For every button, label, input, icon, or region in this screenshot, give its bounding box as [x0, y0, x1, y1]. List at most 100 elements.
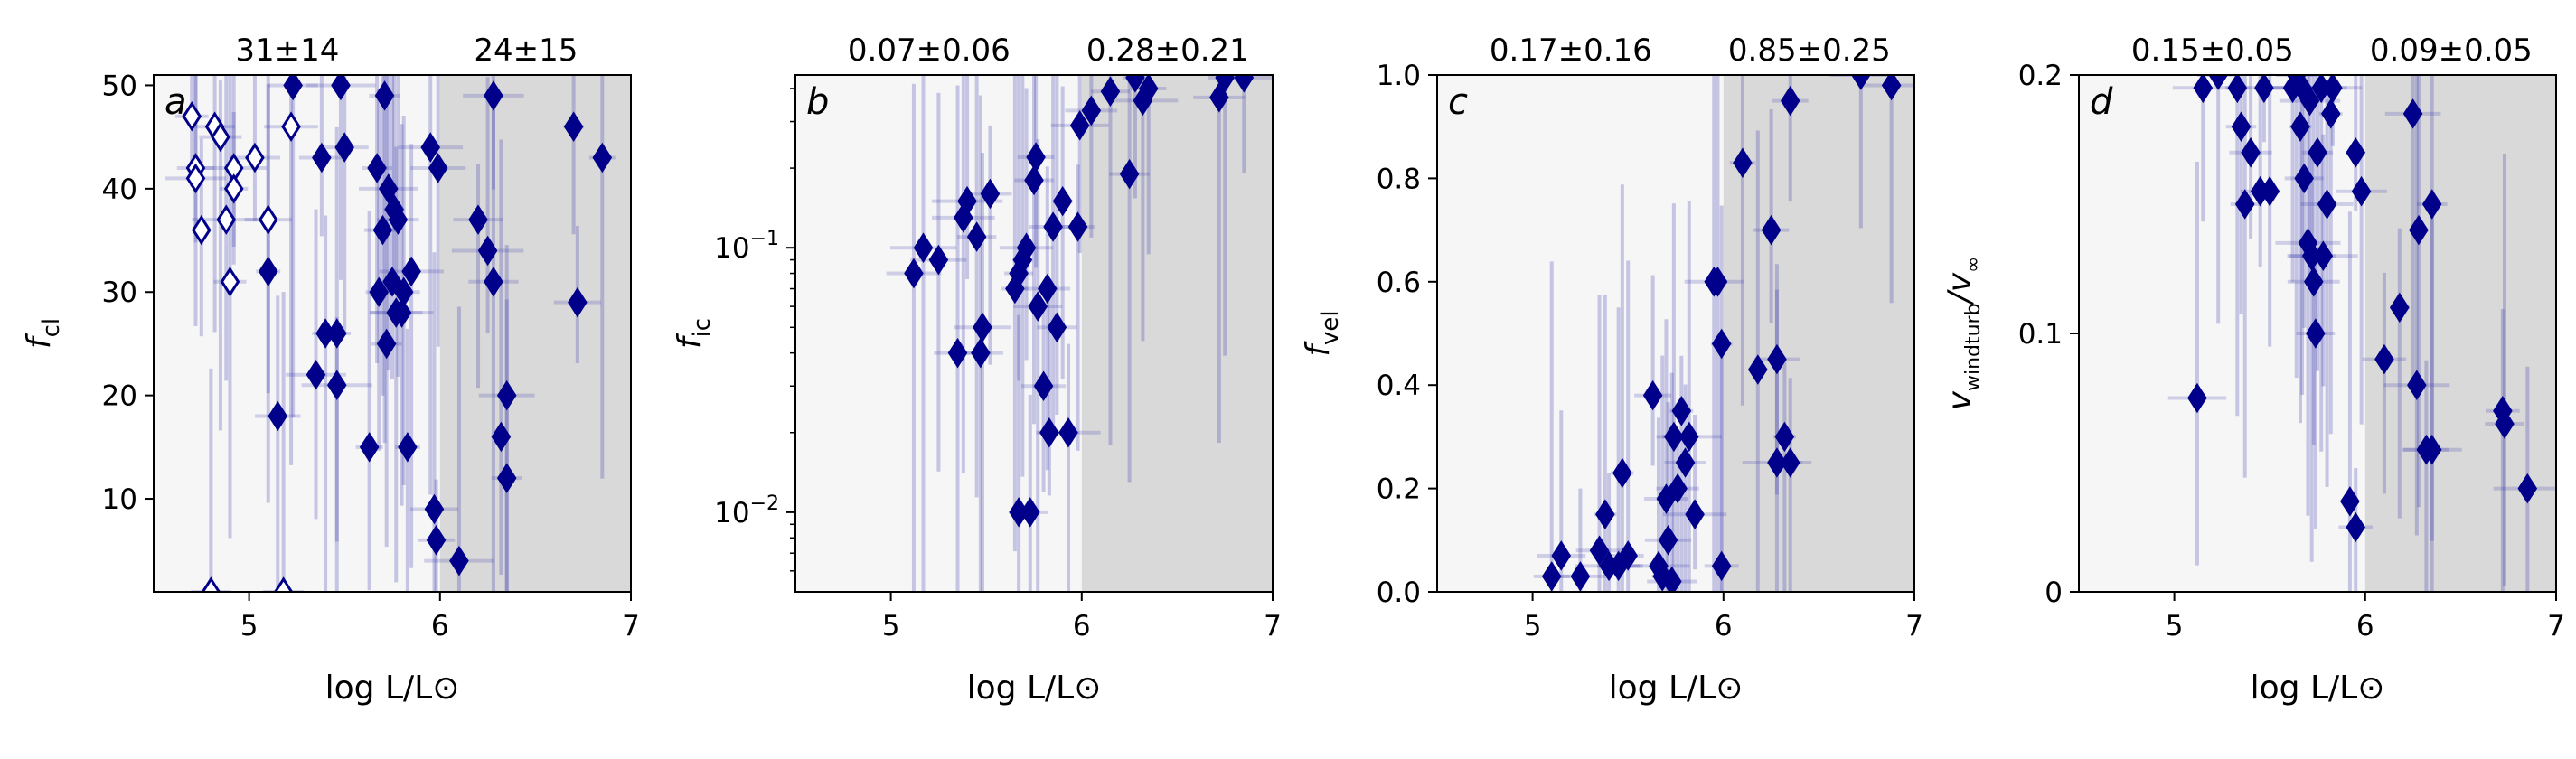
filled-diamond-point	[388, 204, 409, 235]
filled-diamond-point	[391, 297, 412, 328]
filled-diamond-point	[904, 258, 924, 289]
filled-diamond-point	[1028, 291, 1048, 322]
filled-diamond-point	[2241, 137, 2261, 168]
shade-high-luminosity	[2364, 75, 2556, 592]
panel-b: 5 6 7 10−2 10−1 0.07±0.06 0.28±0.21 b log L/L⊙ fi…	[672, 33, 1282, 707]
filled-diamond-point	[1707, 267, 1728, 297]
filled-diamond-point	[491, 421, 512, 453]
filled-diamond-point	[1881, 75, 1902, 101]
filled-diamond-point	[1541, 561, 1562, 592]
filled-diamond-point	[1047, 312, 1067, 343]
filled-diamond-point	[496, 463, 517, 493]
filled-diamond-point	[382, 267, 402, 297]
x-axis-label: log L/L⊙	[325, 670, 460, 707]
filled-diamond-point	[1642, 380, 1663, 411]
filled-diamond-point	[2351, 175, 2372, 207]
open-diamond-point	[192, 214, 212, 246]
filled-diamond-point	[2303, 267, 2324, 297]
x-tick-label: 6	[431, 610, 449, 642]
y-tick-label: 40	[102, 173, 137, 206]
panel-letter: b	[806, 81, 829, 123]
panel-letter: a	[165, 81, 187, 123]
filled-diamond-point	[1058, 417, 1078, 448]
mean-label-high: 0.28±0.21	[1086, 33, 1249, 69]
y-tick-label: 0.2	[1377, 473, 1421, 506]
data-layer	[165, 75, 616, 592]
filled-diamond-point	[449, 545, 469, 576]
y-tick-label: 0.8	[1377, 163, 1421, 195]
filled-diamond-point	[1234, 75, 1255, 93]
open-diamond-point	[245, 142, 265, 173]
filled-diamond-point	[1033, 370, 1054, 402]
filled-diamond-point	[1671, 396, 1692, 426]
filled-diamond-point	[1656, 483, 1677, 514]
filled-diamond-point	[477, 235, 498, 267]
filled-diamond-point	[1774, 421, 1795, 453]
shade-low-luminosity	[154, 75, 440, 592]
filled-diamond-point	[372, 214, 393, 246]
x-tick-label: 5	[2166, 610, 2184, 642]
filled-diamond-point	[1780, 447, 1800, 478]
y-tick-label: 30	[102, 276, 137, 309]
mean-label-low: 0.15±0.05	[2131, 33, 2294, 69]
axes-frame	[794, 74, 1274, 593]
y-tick-label: 10−2	[714, 492, 779, 529]
filled-diamond-point	[468, 204, 488, 235]
filled-diamond-point	[312, 142, 332, 173]
filled-diamond-point	[374, 80, 395, 111]
filled-diamond-point	[2390, 292, 2410, 323]
y-tick-label: 50	[102, 70, 137, 102]
mean-label-low: 31±14	[235, 33, 339, 69]
filled-diamond-point	[369, 276, 389, 308]
filled-diamond-point	[1020, 497, 1040, 528]
filled-diamond-point	[2340, 486, 2360, 517]
filled-diamond-point	[1052, 185, 1073, 217]
filled-diamond-point	[1069, 110, 1090, 141]
y-axis-label: fcl	[21, 318, 65, 349]
filled-diamond-point	[1767, 343, 1787, 375]
x-tick-label: 5	[882, 610, 900, 642]
filled-diamond-point	[2313, 240, 2334, 271]
filled-diamond-point	[1658, 525, 1678, 556]
filled-diamond-point	[426, 525, 447, 556]
filled-diamond-point	[1125, 75, 1145, 93]
x-tick-label: 7	[1905, 610, 1923, 642]
filled-diamond-point	[2323, 75, 2343, 104]
filled-diamond-point	[966, 221, 987, 252]
filled-diamond-point	[568, 286, 588, 318]
filled-diamond-point	[1570, 561, 1591, 592]
filled-diamond-point	[2187, 382, 2207, 414]
filled-diamond-point	[1748, 354, 1768, 385]
filled-diamond-point	[1067, 211, 1088, 242]
shade-low-luminosity	[1437, 75, 1724, 592]
filled-diamond-point	[2346, 137, 2366, 168]
panel-c: 5 6 7 0.0 0.2 0.4 0.6 0.8 1.0 0.17±0.16 0.85±0.25 c…	[1300, 33, 1923, 707]
filled-diamond-point	[484, 267, 503, 297]
open-diamond-point	[273, 576, 294, 592]
filled-diamond-point	[2306, 318, 2326, 349]
data-layer	[1533, 75, 1914, 592]
filled-diamond-point	[2409, 214, 2429, 246]
filled-diamond-point	[1595, 499, 1615, 529]
open-diamond-point	[211, 121, 230, 153]
filled-diamond-point	[1618, 540, 1638, 571]
filled-diamond-point	[971, 337, 991, 369]
filled-diamond-point	[496, 380, 517, 411]
filled-diamond-point	[2421, 189, 2442, 220]
x-tick-label: 5	[240, 610, 259, 642]
filled-diamond-point	[1215, 75, 1235, 93]
open-diamond-point	[185, 163, 206, 194]
axes-frame	[1436, 74, 1915, 593]
filled-diamond-point	[1138, 75, 1159, 104]
filled-diamond-point	[973, 312, 992, 343]
filled-diamond-point	[2231, 111, 2252, 142]
filled-diamond-point	[1733, 147, 1753, 179]
filled-diamond-point	[2260, 175, 2280, 207]
open-diamond-point	[201, 576, 221, 592]
filled-diamond-point	[306, 359, 326, 390]
filled-diamond-point	[1119, 158, 1140, 190]
filled-diamond-point	[420, 132, 441, 163]
filled-diamond-point	[258, 256, 278, 287]
filled-diamond-point	[928, 244, 949, 276]
